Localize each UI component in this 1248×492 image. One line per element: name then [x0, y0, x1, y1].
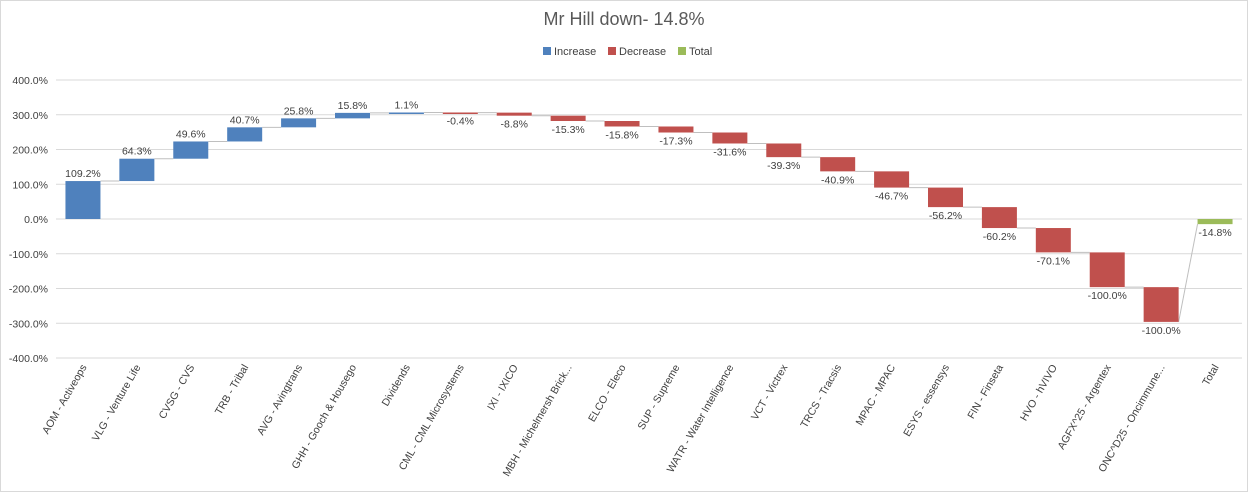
bar-decrease	[1089, 252, 1125, 288]
data-label: 40.7%	[230, 114, 260, 126]
bar-decrease	[928, 187, 963, 208]
bar-decrease	[550, 115, 586, 122]
y-tick-label: 0.0%	[24, 214, 48, 226]
data-label: -60.2%	[983, 231, 1016, 243]
y-tick-label: -200.0%	[9, 284, 48, 296]
legend-label-total: Total	[689, 46, 712, 58]
data-label: -100.0%	[1088, 290, 1127, 302]
data-label: -40.9%	[821, 174, 854, 186]
bar-decrease	[820, 157, 856, 172]
y-tick-label: 200.0%	[12, 145, 48, 157]
data-label: -0.4%	[447, 116, 474, 128]
bar-decrease	[1035, 228, 1071, 253]
chart-title: Mr Hill down- 14.8%	[543, 9, 704, 29]
legend-label-increase: Increase	[554, 46, 596, 58]
bars	[65, 112, 1233, 322]
bar-decrease	[604, 121, 640, 127]
data-label: -39.3%	[767, 160, 800, 172]
legend-swatch-increase	[543, 47, 551, 55]
legend-swatch-decrease	[608, 47, 616, 55]
y-tick-label: -300.0%	[9, 318, 48, 330]
data-label: -15.8%	[605, 129, 638, 141]
bar-increase	[281, 118, 317, 128]
connector	[1178, 224, 1199, 322]
data-label: 25.8%	[284, 105, 314, 117]
bar-increase	[65, 181, 101, 219]
bar-increase	[173, 141, 209, 159]
y-tick-label: 300.0%	[12, 110, 48, 122]
bar-increase	[388, 112, 424, 114]
data-label: -17.3%	[659, 136, 692, 148]
bar-increase	[335, 112, 370, 119]
bar-decrease	[1143, 287, 1179, 322]
data-label: 64.3%	[122, 146, 152, 158]
bar-decrease	[874, 171, 910, 188]
bar-decrease	[766, 143, 802, 158]
bar-decrease	[658, 126, 694, 133]
y-tick-label: -100.0%	[9, 249, 48, 261]
bar-decrease	[981, 207, 1017, 229]
y-tick-label: -400.0%	[9, 353, 48, 365]
legend-label-decrease: Decrease	[619, 46, 666, 58]
bar-decrease	[442, 112, 478, 114]
data-label: -8.8%	[501, 119, 528, 131]
bar-increase	[227, 127, 263, 142]
bar-decrease	[712, 132, 748, 144]
chart-legend: Increase Decrease Total	[543, 46, 712, 58]
data-label: 49.6%	[176, 128, 206, 140]
data-labels: 109.2% 64.3% 49.6% 40.7% 25.8% 15.8% 1.1% -0.4%…	[65, 99, 1232, 336]
connector-lines	[100, 111, 1199, 322]
data-label: -31.6%	[713, 146, 746, 158]
data-label: -15.3%	[551, 124, 584, 136]
y-axis: 400.0% 300.0% 200.0% 100.0% 0.0% -100.0% -200.…	[9, 75, 48, 365]
y-tick-label: 400.0%	[12, 75, 48, 87]
data-label: 1.1%	[394, 99, 418, 111]
gridlines	[56, 79, 1242, 359]
data-label: -56.2%	[929, 210, 962, 222]
data-label: -14.8%	[1198, 227, 1231, 239]
data-label: -100.0%	[1142, 325, 1181, 337]
y-tick-label: 100.0%	[12, 179, 48, 191]
legend-swatch-total	[678, 47, 686, 55]
bar-increase	[119, 158, 155, 182]
bar-decrease	[496, 112, 532, 116]
data-label: 109.2%	[65, 168, 101, 180]
data-label: -70.1%	[1037, 255, 1070, 267]
bar-total	[1197, 219, 1233, 225]
data-label: -46.7%	[875, 191, 908, 203]
data-label: 15.8%	[338, 100, 368, 112]
